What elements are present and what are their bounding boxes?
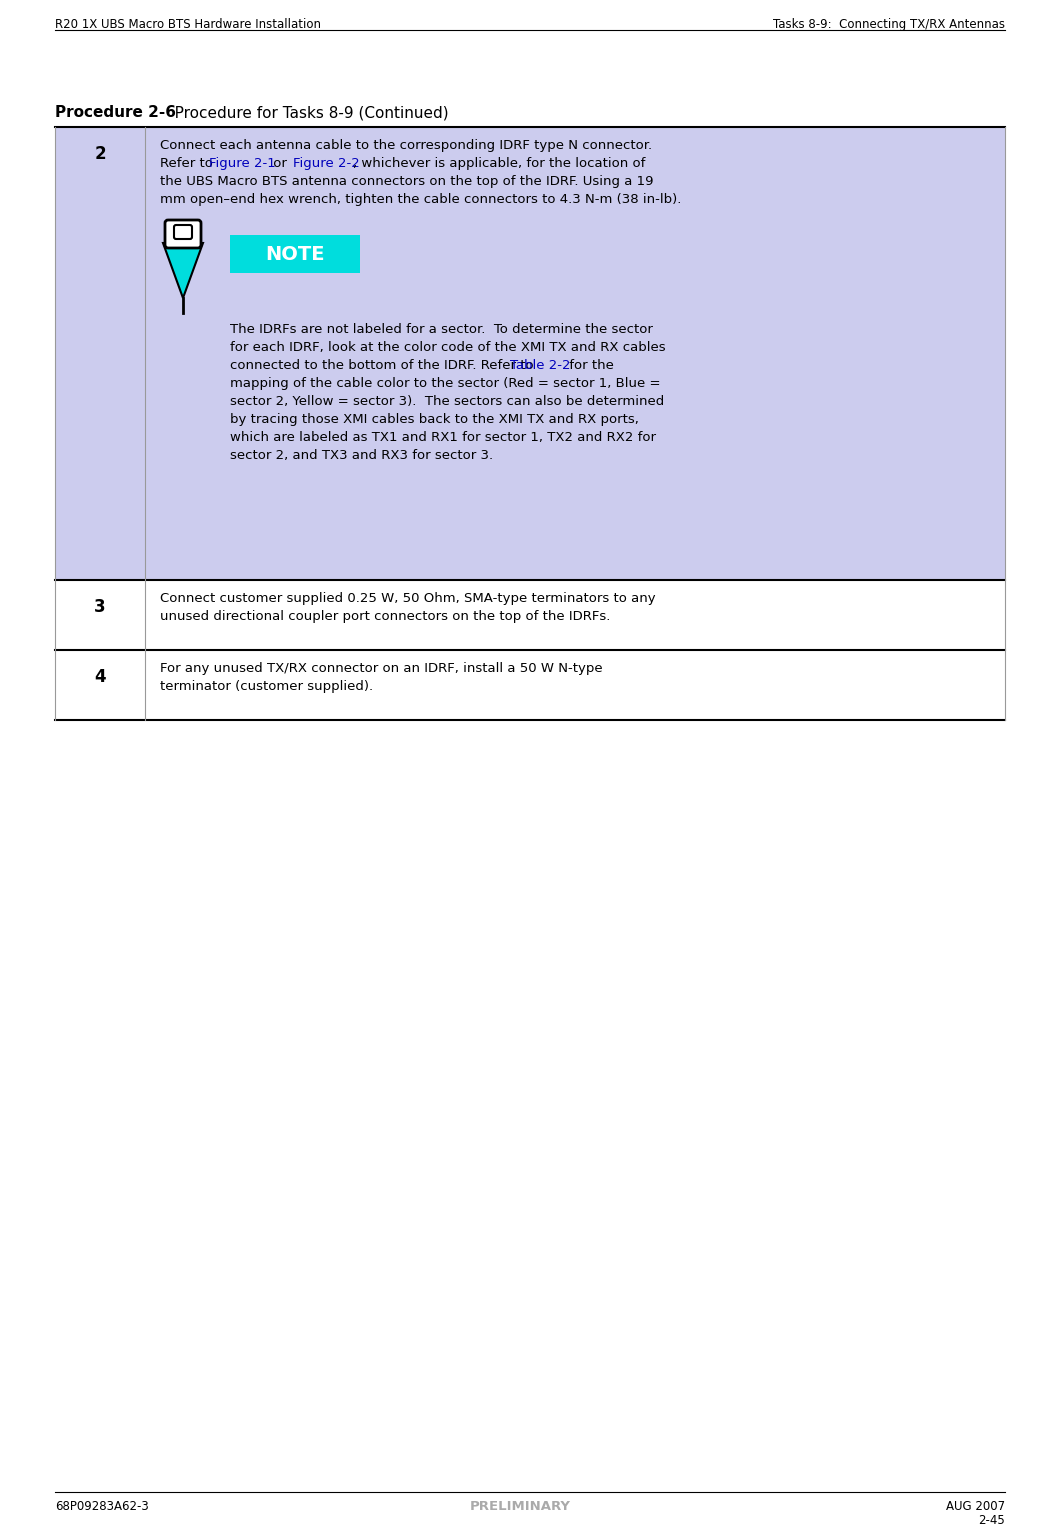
Text: Tasks 8-9:  Connecting TX/RX Antennas: Tasks 8-9: Connecting TX/RX Antennas xyxy=(773,18,1005,31)
Text: by tracing those XMI cables back to the XMI TX and RX ports,: by tracing those XMI cables back to the … xyxy=(230,412,639,426)
Text: which are labeled as TX1 and RX1 for sector 1, TX2 and RX2 for: which are labeled as TX1 and RX1 for sec… xyxy=(230,431,656,444)
Text: Procedure for Tasks 8-9 (Continued): Procedure for Tasks 8-9 (Continued) xyxy=(160,105,448,121)
Text: Connect each antenna cable to the corresponding IDRF type N connector.: Connect each antenna cable to the corres… xyxy=(160,139,652,153)
Text: AUG 2007: AUG 2007 xyxy=(945,1500,1005,1513)
Text: sector 2, and TX3 and RX3 for sector 3.: sector 2, and TX3 and RX3 for sector 3. xyxy=(230,449,493,463)
Text: The IDRFs are not labeled for a sector.  To determine the sector: The IDRFs are not labeled for a sector. … xyxy=(230,324,653,336)
FancyBboxPatch shape xyxy=(165,220,201,247)
Text: Procedure 2-6: Procedure 2-6 xyxy=(55,105,176,121)
Text: mapping of the cable color to the sector (Red = sector 1, Blue =: mapping of the cable color to the sector… xyxy=(230,377,660,389)
Text: 2: 2 xyxy=(95,145,106,163)
Text: sector 2, Yellow = sector 3).  The sectors can also be determined: sector 2, Yellow = sector 3). The sector… xyxy=(230,395,665,408)
Text: Connect customer supplied 0.25 W, 50 Ohm, SMA-type terminators to any: Connect customer supplied 0.25 W, 50 Ohm… xyxy=(160,592,655,605)
Text: Figure 2-1: Figure 2-1 xyxy=(209,157,276,169)
Text: 4: 4 xyxy=(95,667,106,686)
Text: for each IDRF, look at the color code of the XMI TX and RX cables: for each IDRF, look at the color code of… xyxy=(230,341,666,354)
Text: , whichever is applicable, for the location of: , whichever is applicable, for the locat… xyxy=(353,157,646,169)
FancyBboxPatch shape xyxy=(174,224,192,240)
Text: mm open–end hex wrench, tighten the cable connectors to 4.3 N-m (38 in-lb).: mm open–end hex wrench, tighten the cabl… xyxy=(160,192,681,206)
Text: Table 2-2: Table 2-2 xyxy=(510,359,571,373)
Text: or: or xyxy=(269,157,291,169)
Text: for the: for the xyxy=(565,359,614,373)
Text: NOTE: NOTE xyxy=(265,244,324,264)
Text: 2-45: 2-45 xyxy=(979,1513,1005,1527)
Text: connected to the bottom of the IDRF. Refer to: connected to the bottom of the IDRF. Ref… xyxy=(230,359,538,373)
Text: For any unused TX/RX connector on an IDRF, install a 50 W N-type: For any unused TX/RX connector on an IDR… xyxy=(160,663,602,675)
Text: terminator (customer supplied).: terminator (customer supplied). xyxy=(160,680,373,693)
Polygon shape xyxy=(55,127,1005,580)
FancyBboxPatch shape xyxy=(230,235,360,273)
Text: R20 1X UBS Macro BTS Hardware Installation: R20 1X UBS Macro BTS Hardware Installati… xyxy=(55,18,321,31)
Text: Refer to: Refer to xyxy=(160,157,217,169)
Text: the UBS Macro BTS antenna connectors on the top of the IDRF. Using a 19: the UBS Macro BTS antenna connectors on … xyxy=(160,176,653,188)
Text: 68P09283A62-3: 68P09283A62-3 xyxy=(55,1500,149,1513)
Text: unused directional coupler port connectors on the top of the IDRFs.: unused directional coupler port connecto… xyxy=(160,609,610,623)
Text: PRELIMINARY: PRELIMINARY xyxy=(469,1500,571,1513)
Text: Figure 2-2: Figure 2-2 xyxy=(293,157,360,169)
Polygon shape xyxy=(163,243,203,298)
Text: 3: 3 xyxy=(95,599,106,615)
